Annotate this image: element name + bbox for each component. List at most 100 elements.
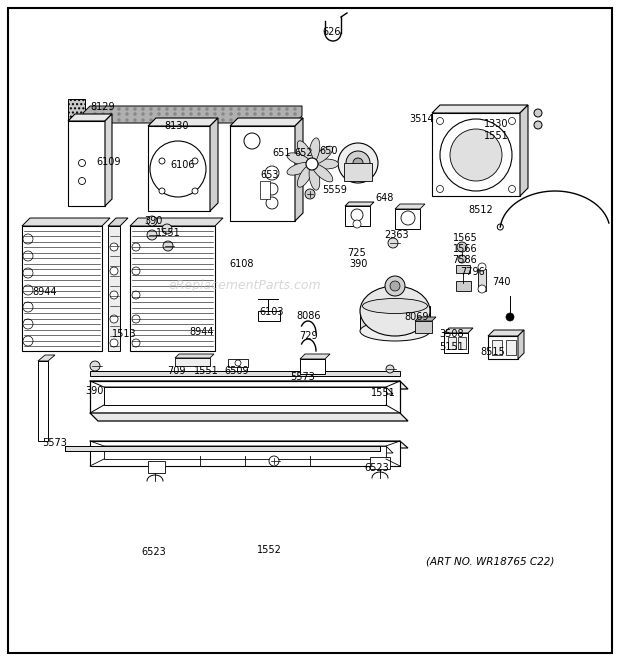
Circle shape <box>270 112 273 116</box>
Circle shape <box>390 281 400 291</box>
Polygon shape <box>488 330 524 336</box>
Circle shape <box>262 112 265 116</box>
Polygon shape <box>65 446 380 451</box>
Polygon shape <box>360 306 430 331</box>
Text: 8944: 8944 <box>32 287 57 297</box>
Circle shape <box>150 141 206 197</box>
Text: 709: 709 <box>167 366 186 377</box>
Text: 390: 390 <box>349 259 368 270</box>
Circle shape <box>254 108 257 110</box>
Text: 8069: 8069 <box>404 312 429 323</box>
Polygon shape <box>230 118 303 126</box>
Circle shape <box>254 118 257 122</box>
Circle shape <box>149 118 153 122</box>
Polygon shape <box>148 461 165 473</box>
Circle shape <box>246 112 249 116</box>
Polygon shape <box>104 446 393 453</box>
Circle shape <box>110 112 112 116</box>
Polygon shape <box>520 105 528 196</box>
Circle shape <box>141 112 144 116</box>
Circle shape <box>132 291 140 299</box>
Circle shape <box>182 112 185 116</box>
Circle shape <box>229 112 232 116</box>
Polygon shape <box>148 118 218 126</box>
Text: 390: 390 <box>85 386 104 397</box>
Polygon shape <box>488 336 518 359</box>
Circle shape <box>125 118 128 122</box>
Circle shape <box>401 211 415 225</box>
Circle shape <box>147 216 157 226</box>
Ellipse shape <box>312 146 333 164</box>
Circle shape <box>198 108 200 110</box>
Bar <box>478 269 486 291</box>
Circle shape <box>353 158 363 168</box>
Circle shape <box>157 108 161 110</box>
Polygon shape <box>90 441 400 466</box>
Circle shape <box>166 108 169 110</box>
Polygon shape <box>108 218 128 226</box>
Text: 6106: 6106 <box>170 160 195 171</box>
Circle shape <box>278 118 280 122</box>
Text: 5559: 5559 <box>322 185 347 196</box>
Circle shape <box>79 159 86 167</box>
Circle shape <box>205 112 208 116</box>
Circle shape <box>159 188 165 194</box>
Circle shape <box>23 336 33 346</box>
Circle shape <box>353 220 361 228</box>
Polygon shape <box>38 355 55 361</box>
Circle shape <box>90 361 100 371</box>
Polygon shape <box>104 387 386 405</box>
Circle shape <box>293 108 296 110</box>
Polygon shape <box>38 361 48 441</box>
Circle shape <box>293 118 296 122</box>
Text: 2363: 2363 <box>384 229 409 240</box>
Circle shape <box>213 118 216 122</box>
Polygon shape <box>295 118 303 221</box>
Polygon shape <box>432 113 520 196</box>
Circle shape <box>278 108 280 110</box>
Text: 6109: 6109 <box>96 157 121 167</box>
Circle shape <box>147 230 157 240</box>
Circle shape <box>102 118 105 122</box>
Circle shape <box>23 234 33 244</box>
Text: 3514: 3514 <box>409 114 434 124</box>
Circle shape <box>293 112 296 116</box>
Circle shape <box>229 118 232 122</box>
Circle shape <box>478 263 486 271</box>
Circle shape <box>23 302 33 312</box>
Bar <box>456 281 471 291</box>
Circle shape <box>385 276 405 296</box>
Circle shape <box>508 186 515 192</box>
Circle shape <box>266 197 278 209</box>
Polygon shape <box>90 381 400 413</box>
Circle shape <box>163 241 173 251</box>
Text: 1552: 1552 <box>257 545 282 555</box>
Circle shape <box>141 108 144 110</box>
Circle shape <box>110 315 118 323</box>
Circle shape <box>23 251 33 261</box>
Circle shape <box>174 112 177 116</box>
Circle shape <box>132 315 140 323</box>
Circle shape <box>306 158 318 170</box>
Circle shape <box>110 118 112 122</box>
Text: 1330: 1330 <box>484 119 508 130</box>
Polygon shape <box>300 359 325 374</box>
Text: 626: 626 <box>322 26 341 37</box>
Circle shape <box>198 118 200 122</box>
Text: 653: 653 <box>260 170 279 180</box>
Text: 8129: 8129 <box>90 102 115 112</box>
Text: 3508: 3508 <box>439 329 464 339</box>
Polygon shape <box>395 209 420 229</box>
Circle shape <box>192 188 198 194</box>
Polygon shape <box>344 163 372 181</box>
Circle shape <box>125 108 128 110</box>
Circle shape <box>440 119 512 191</box>
Text: 651: 651 <box>273 148 291 159</box>
Circle shape <box>110 267 118 275</box>
Circle shape <box>262 108 265 110</box>
Text: 7586: 7586 <box>453 255 477 266</box>
Circle shape <box>102 112 105 116</box>
Text: 8086: 8086 <box>296 311 321 321</box>
Circle shape <box>110 108 112 110</box>
Text: 650: 650 <box>319 145 338 156</box>
